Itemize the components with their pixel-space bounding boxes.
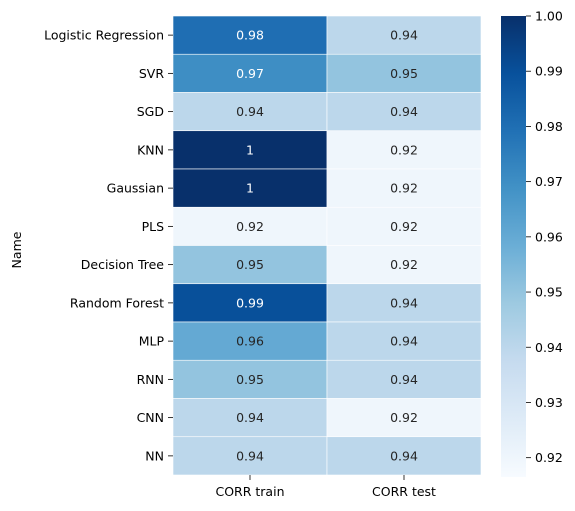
colorbar — [501, 16, 526, 477]
cell-value-label: 1 — [246, 142, 254, 157]
heatmap-cell — [326, 15, 482, 55]
heatmap-cell — [326, 436, 482, 476]
cell-value-label: 0.95 — [236, 257, 264, 272]
cell-value-label: 0.97 — [236, 66, 264, 81]
cell-value-label: 0.92 — [236, 219, 264, 234]
cell-value-label: 0.98 — [236, 28, 264, 43]
colorbar-tick-label: 0.98 — [535, 119, 563, 134]
row-tick-labels: Logistic Regression SVR SGD KNN Gaussian PLS D… — [44, 28, 173, 463]
heatmap-cell — [172, 53, 328, 93]
cell-value-label: 0.96 — [236, 334, 264, 349]
cell-value-label: 0.92 — [390, 142, 418, 157]
cell-value-label: 0.94 — [390, 334, 418, 349]
heatmap-cell-labels: 0.98 0.94 0.97 0.95 0.94 0.94 1 0.92 1 0.92 0.92 0.… — [236, 28, 418, 464]
colorbar-tick-label: 1.00 — [535, 9, 563, 24]
heatmap-cell — [172, 321, 328, 361]
heatmap-cells — [172, 15, 482, 476]
cell-value-label: 0.94 — [390, 104, 418, 119]
row-tick-label: MLP — [139, 334, 165, 349]
heatmap-cell — [172, 92, 328, 132]
heatmap-cell — [326, 130, 482, 170]
colorbar-ticks: 0.92 0.93 0.94 0.95 0.96 0.97 0.98 0.99 1.00 — [526, 9, 563, 465]
heatmap-cell — [326, 398, 482, 438]
heatmap-cell — [172, 436, 328, 476]
row-tick-label: Logistic Regression — [44, 28, 164, 43]
heatmap-cell — [326, 92, 482, 132]
cell-value-label: 0.95 — [390, 66, 418, 81]
cell-value-label: 0.92 — [390, 410, 418, 425]
heatmap-cell — [326, 283, 482, 323]
colorbar-tick-label: 0.96 — [535, 229, 563, 244]
cell-value-label: 0.94 — [236, 448, 264, 463]
row-tick-label: CNN — [137, 410, 164, 425]
heatmap-cell — [326, 53, 482, 93]
cell-value-label: 0.94 — [390, 372, 418, 387]
row-tick-label: SGD — [137, 104, 164, 119]
row-tick-label: RNN — [137, 372, 164, 387]
row-tick-label: SVR — [139, 66, 164, 81]
row-tick-label: KNN — [137, 142, 164, 157]
column-tick-label: CORR test — [372, 484, 436, 499]
row-tick-label: Random Forest — [70, 295, 164, 310]
y-axis-label: Name — [9, 231, 24, 268]
row-tick-label: NN — [145, 448, 164, 463]
colorbar-tick-label: 0.97 — [535, 174, 563, 189]
cell-value-label: 0.92 — [390, 257, 418, 272]
heatmap-cell — [172, 283, 328, 323]
heatmap-cell — [172, 245, 328, 285]
cell-value-label: 0.99 — [236, 295, 264, 310]
heatmap-cell — [326, 206, 482, 246]
heatmap-cell — [326, 245, 482, 285]
heatmap-cell — [172, 398, 328, 438]
heatmap-cell — [172, 359, 328, 399]
colorbar-tick-label: 0.94 — [535, 340, 563, 355]
cell-value-label: 0.94 — [390, 448, 418, 463]
colorbar-tick-label: 0.99 — [535, 64, 563, 79]
colorbar-tick-label: 0.92 — [535, 450, 563, 465]
cell-value-label: 0.92 — [390, 219, 418, 234]
heatmap-cell — [326, 359, 482, 399]
column-tick-label: CORR train — [215, 484, 284, 499]
cell-value-label: 1 — [246, 181, 254, 196]
heatmap-cell — [172, 15, 328, 55]
cell-value-label: 0.94 — [390, 28, 418, 43]
cell-value-label: 0.94 — [236, 104, 264, 119]
row-tick-label: Gaussian — [107, 181, 164, 196]
cell-value-label: 0.95 — [236, 372, 264, 387]
heatmap-cell — [326, 321, 482, 361]
colorbar-tick-label: 0.93 — [535, 395, 563, 410]
row-tick-label: PLS — [142, 219, 165, 234]
cell-value-label: 0.94 — [390, 295, 418, 310]
column-tick-labels: CORR train CORR test — [215, 475, 436, 499]
cell-value-label: 0.92 — [390, 181, 418, 196]
cell-value-label: 0.94 — [236, 410, 264, 425]
colorbar-tick-label: 0.95 — [535, 285, 563, 300]
row-tick-label: Decision Tree — [81, 257, 165, 272]
heatmap-cell — [326, 168, 482, 208]
